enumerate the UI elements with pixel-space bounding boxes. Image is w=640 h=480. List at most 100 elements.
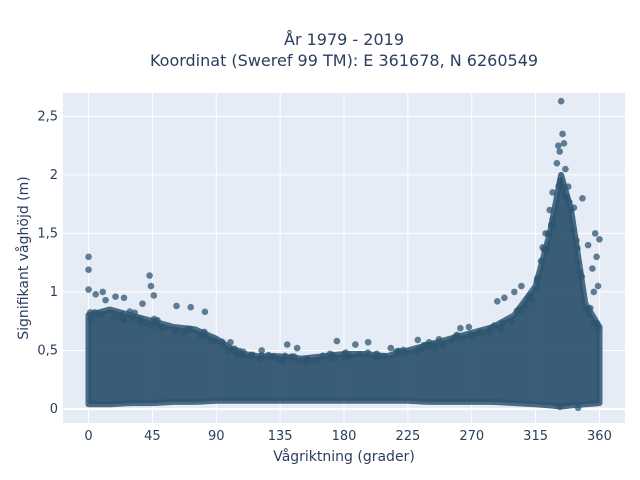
data-point (207, 337, 215, 345)
data-point (159, 325, 166, 332)
data-point (147, 282, 155, 290)
data-point (559, 130, 566, 138)
data-point (553, 159, 561, 167)
data-point (187, 303, 195, 311)
data-point (396, 348, 404, 355)
chart-title-line-1: År 1979 - 2019 (284, 30, 404, 49)
data-point (594, 282, 602, 290)
data-point (525, 294, 532, 302)
data-point (197, 332, 204, 340)
data-point (570, 204, 578, 211)
data-point (470, 333, 477, 341)
data-point (533, 276, 541, 284)
data-point (501, 294, 508, 302)
data-point (549, 189, 556, 196)
data-point (590, 288, 598, 296)
data-point (126, 308, 134, 315)
data-point (546, 206, 554, 214)
data-point (465, 323, 473, 331)
x-tick-label: 225 (395, 429, 420, 444)
data-point (118, 311, 126, 319)
data-point (498, 325, 505, 333)
data-point (539, 244, 546, 251)
data-point (589, 319, 597, 327)
data-point (556, 403, 564, 410)
data-point (559, 183, 566, 191)
data-point (139, 300, 146, 307)
data-point (148, 322, 155, 330)
data-point (522, 301, 530, 309)
data-point (283, 341, 291, 348)
data-point (596, 235, 603, 243)
data-point (562, 165, 569, 173)
data-point (563, 193, 570, 201)
data-point (288, 353, 295, 360)
y-tick-label: 2,5 (37, 109, 58, 124)
data-point (547, 221, 555, 229)
data-point (584, 241, 592, 249)
data-point (549, 215, 557, 223)
x-tick-label: 180 (332, 429, 357, 444)
data-point (352, 341, 359, 348)
data-point (573, 237, 580, 244)
data-point (415, 345, 422, 353)
data-point (293, 344, 301, 352)
data-point (566, 198, 573, 206)
y-tick-label: 1,5 (37, 226, 58, 241)
data-point (179, 330, 187, 337)
data-point (489, 323, 497, 331)
data-point (589, 265, 596, 272)
data-point (569, 226, 576, 234)
data-point (120, 294, 128, 302)
data-point (556, 177, 564, 185)
data-point (224, 348, 232, 355)
data-point (246, 353, 254, 360)
data-point (278, 357, 286, 364)
data-point (85, 286, 92, 293)
data-point (92, 290, 99, 298)
data-point (236, 347, 243, 355)
data-point (150, 292, 158, 299)
x-tick-label: 315 (523, 429, 548, 444)
data-points (85, 97, 603, 412)
x-tick-label: 135 (268, 429, 293, 444)
data-point (97, 311, 105, 319)
data-point (85, 253, 92, 261)
data-point (508, 319, 516, 327)
data-point (454, 333, 461, 340)
data-point (585, 311, 593, 318)
data-point (146, 272, 153, 279)
data-point (493, 297, 501, 305)
y-axis-title: Signifikant våghöjd (m) (15, 176, 32, 339)
data-point (457, 324, 464, 332)
data-point (355, 350, 363, 358)
data-point (376, 353, 383, 360)
x-axis-title: Vågriktning (grader) (273, 448, 415, 465)
chart-title-line-2: Koordinat (Sweref 99 TM): E 361678, N 62… (150, 51, 538, 70)
data-point (586, 304, 594, 312)
x-tick-label: 45 (144, 429, 161, 444)
data-point (364, 349, 372, 357)
data-point (556, 148, 564, 155)
y-tick-label: 1 (50, 285, 58, 300)
data-point (364, 338, 372, 346)
y-tick-label: 0 (50, 402, 58, 417)
data-point (518, 282, 525, 290)
x-tick-label: 270 (459, 429, 484, 444)
data-point (87, 316, 95, 323)
data-point (533, 285, 541, 292)
data-point (476, 328, 484, 336)
data-point (171, 326, 179, 333)
data-point (579, 195, 586, 202)
data-point (515, 305, 523, 313)
data-point (227, 338, 234, 346)
data-point (537, 257, 545, 265)
data-point (425, 338, 433, 346)
data-point (459, 334, 467, 341)
data-point (574, 259, 581, 266)
data-point (173, 302, 180, 310)
data-point (564, 183, 572, 190)
data-point (319, 352, 327, 360)
data-point (435, 335, 443, 343)
